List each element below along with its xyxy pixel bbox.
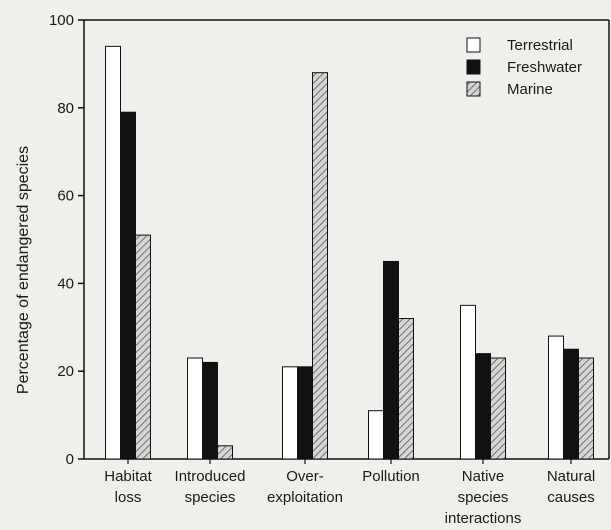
x-tick-label: Native [462, 468, 505, 485]
bar-marine-4 [490, 357, 506, 460]
legend-label-marine: Marine [507, 81, 553, 98]
x-tick-labels: Habitat loss Introduced species Over-exploit… [104, 468, 595, 527]
bar-freshwater-5 [563, 348, 579, 460]
x-tick-label: causes [547, 489, 595, 506]
bar-terrestrial-2 [282, 366, 298, 460]
y-tick-label: 0 [66, 451, 74, 468]
bar-freshwater-1 [202, 361, 218, 460]
bar-marine-2 [312, 72, 328, 460]
x-tick-label: Habitat [104, 468, 152, 485]
y-tick-label: 20 [57, 363, 74, 380]
bar-terrestrial-3 [368, 410, 384, 460]
x-tick-label: species [185, 489, 236, 506]
bar-marine-3 [398, 318, 414, 460]
x-tick-label: loss [115, 489, 142, 506]
legend-label-terrestrial: Terrestrial [507, 37, 573, 54]
x-tick-label: interactions [445, 510, 522, 525]
bar-terrestrial-1 [187, 357, 203, 460]
bar-freshwater-0 [120, 111, 136, 460]
bar-terrestrial-0 [105, 45, 121, 460]
x-tick-label: Pollution [362, 468, 420, 485]
bar-freshwater-3 [383, 260, 399, 460]
y-axis-label-group: Percentage of endangered species [15, 146, 32, 394]
x-tick-label: species [458, 489, 509, 506]
bar-marine-0 [135, 234, 151, 460]
bars [105, 45, 594, 460]
bar-freshwater-2 [297, 366, 313, 460]
x-tick-label: Introduced [175, 468, 246, 485]
y-tick-label: 80 [57, 100, 74, 117]
y-tick-label: 40 [57, 275, 74, 292]
x-tick-label: Over- [286, 468, 324, 485]
legend-swatch-marine [466, 81, 481, 97]
legend-swatch-freshwater [466, 59, 481, 75]
x-tick-label: Natural [547, 468, 595, 485]
bar-terrestrial-5 [548, 335, 564, 460]
bar-freshwater-4 [475, 353, 491, 460]
y-tick-label: 100 [49, 12, 74, 29]
legend-label-freshwater: Freshwater [507, 59, 582, 76]
legend: Terrestrial Freshwater Marine [466, 37, 582, 98]
legend-swatch-terrestrial [466, 37, 481, 53]
x-tick-label: exploitation [267, 489, 343, 506]
axes: 0 20 40 60 80 100 [49, 12, 610, 468]
bar-terrestrial-4 [460, 304, 476, 460]
bar-marine-1 [217, 445, 233, 460]
bar-marine-5 [578, 357, 594, 460]
y-axis-label: Percentage of endangered species [15, 146, 32, 394]
y-tick-label: 60 [57, 188, 74, 205]
